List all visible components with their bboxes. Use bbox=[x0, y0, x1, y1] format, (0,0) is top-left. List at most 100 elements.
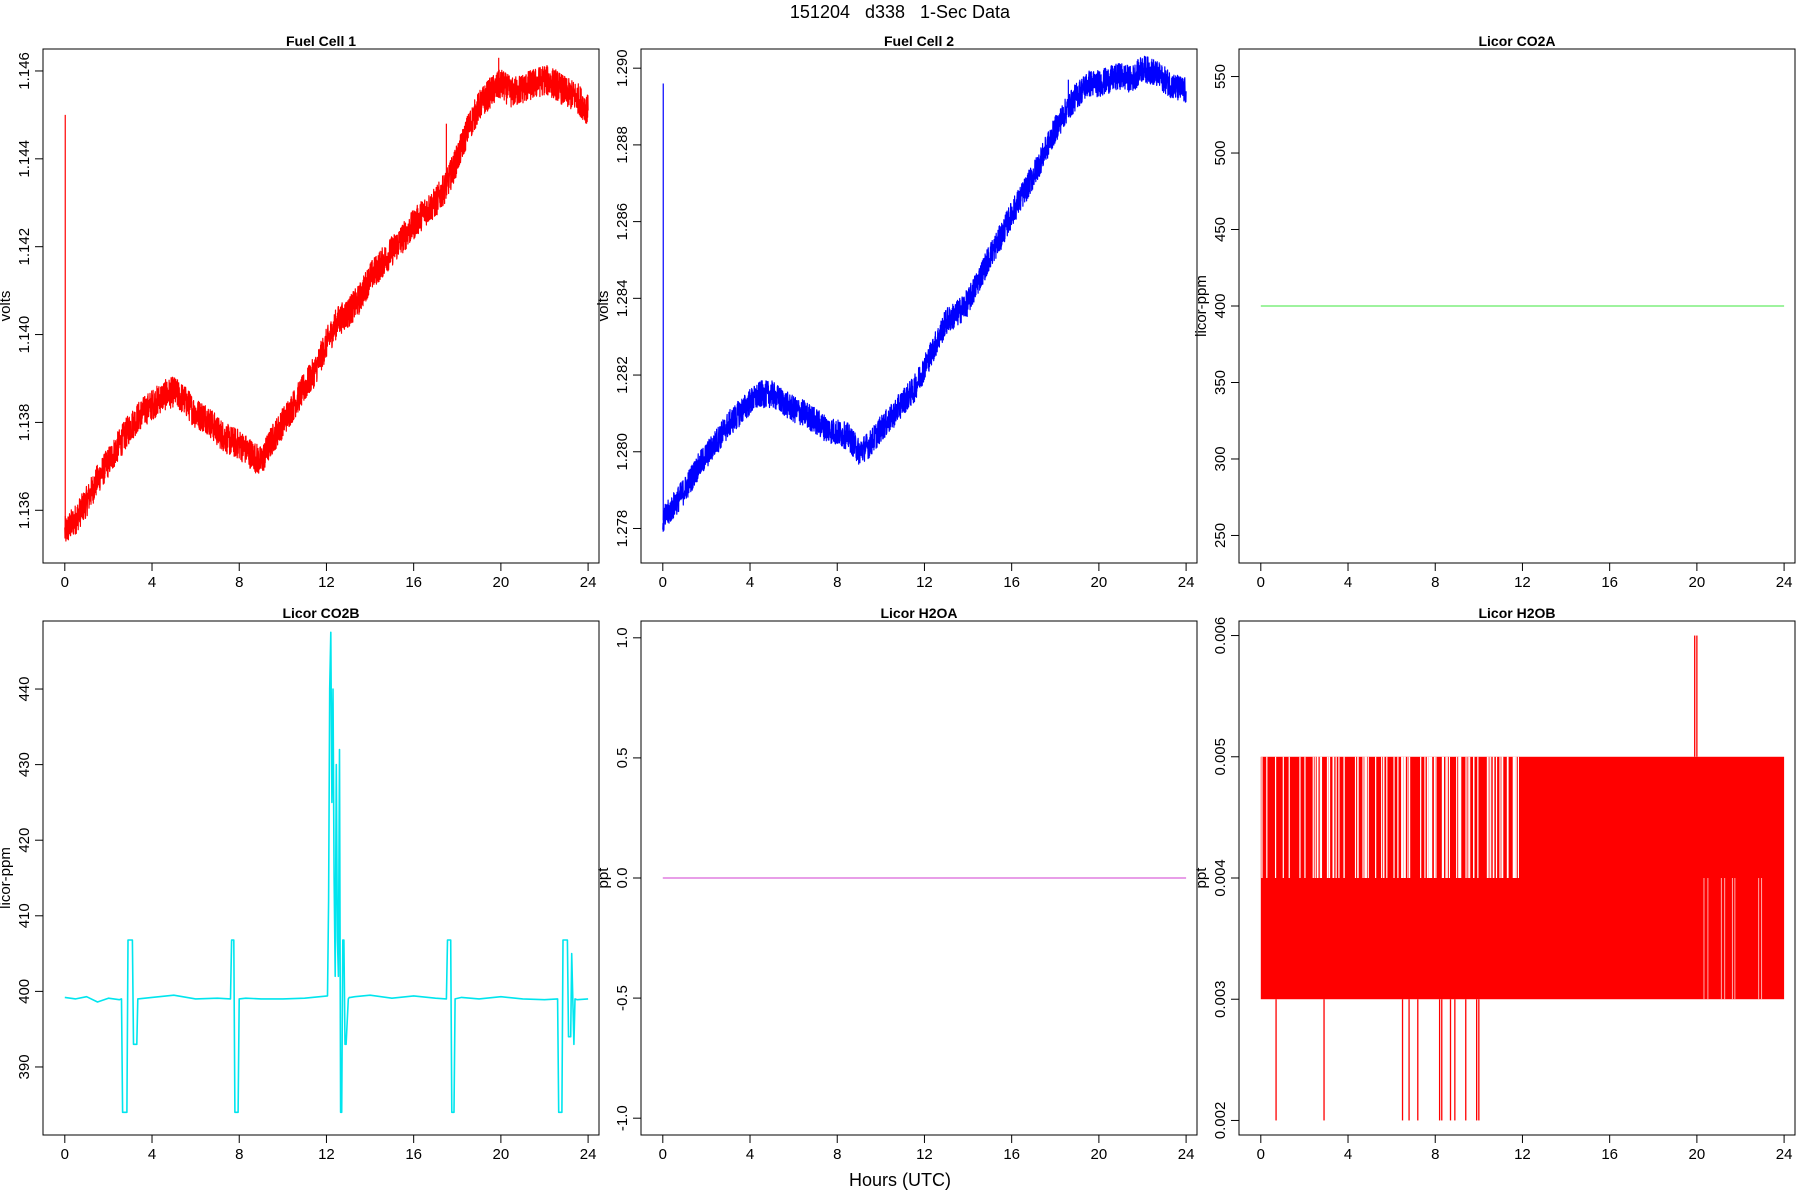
panel-title: Licor H2OA bbox=[880, 605, 957, 621]
x-tick-label: 0 bbox=[659, 574, 667, 591]
x-tick-label: 4 bbox=[1344, 574, 1352, 591]
x-tick-label: 20 bbox=[493, 1146, 510, 1163]
y-tick-label: 0.002 bbox=[1212, 1102, 1229, 1140]
y-tick-label: 1.284 bbox=[614, 280, 631, 318]
chart-panel-3: Licor CO2A 0 4 8 12 16 20 24 250 300 350 400 450 500 5… bbox=[1193, 33, 1796, 591]
x-tick-label: 8 bbox=[833, 574, 841, 591]
x-tick-label: 8 bbox=[1431, 1146, 1439, 1163]
x-tick-label: 12 bbox=[1514, 574, 1531, 591]
x-tick-label: 24 bbox=[1776, 574, 1793, 591]
y-tick-label: 550 bbox=[1212, 64, 1229, 89]
x-tick-label: 0 bbox=[61, 1146, 69, 1163]
x-tick-label: 16 bbox=[1601, 1146, 1618, 1163]
y-tick-label: 1.290 bbox=[614, 49, 631, 87]
y-tick-label: 0.0 bbox=[614, 868, 631, 889]
y-tick-label: 1.288 bbox=[614, 126, 631, 164]
y-tick-label: 350 bbox=[1212, 370, 1229, 395]
y-tick-label: 420 bbox=[16, 828, 33, 853]
x-tick-label: 4 bbox=[148, 574, 156, 591]
x-tick-label: 20 bbox=[1689, 1146, 1706, 1163]
data-band bbox=[1260, 756, 1785, 1000]
y-tick-label: -1.0 bbox=[614, 1105, 631, 1131]
y-tick-label: -0.5 bbox=[614, 985, 631, 1011]
x-tick-label: 16 bbox=[405, 574, 422, 591]
data-layer bbox=[64, 57, 589, 542]
y-tick-label: 390 bbox=[16, 1054, 33, 1079]
x-tick-label: 0 bbox=[1257, 574, 1265, 591]
y-axis-label: ppt bbox=[595, 867, 612, 889]
x-tick-label: 12 bbox=[916, 574, 933, 591]
series-line bbox=[64, 65, 589, 542]
figure-title: 151204 d338 1-Sec Data bbox=[789, 2, 1011, 22]
x-tick-label: 12 bbox=[1514, 1146, 1531, 1163]
y-tick-label: 1.0 bbox=[614, 627, 631, 648]
y-tick-label: 400 bbox=[1212, 293, 1229, 318]
chart-panel-5: Licor H2OA 0 4 8 12 16 20 24 -1.0 -0.5 0.0 0.5 1.0 pp… bbox=[595, 605, 1198, 1163]
y-axis-label: ppt bbox=[1193, 867, 1210, 889]
x-tick-label: 8 bbox=[235, 574, 243, 591]
y-tick-label: 1.138 bbox=[16, 404, 33, 442]
x-tick-label: 24 bbox=[1178, 1146, 1195, 1163]
chart-panel-4: Licor CO2B 0 4 8 12 16 20 24 390 400 410 420 430 440 l… bbox=[0, 605, 600, 1163]
chart-panel-2: Fuel Cell 2 0 4 8 12 16 20 24 1.278 1.280 1.282 1.2… bbox=[595, 33, 1198, 591]
y-tick-label: 440 bbox=[16, 677, 33, 702]
y-tick-label: 1.136 bbox=[16, 492, 33, 530]
y-axis-label: volts bbox=[0, 291, 14, 322]
x-tick-label: 16 bbox=[1003, 1146, 1020, 1163]
y-tick-label: 1.278 bbox=[614, 510, 631, 548]
y-tick-label: 1.280 bbox=[614, 433, 631, 471]
panel-title: Fuel Cell 1 bbox=[286, 33, 356, 49]
plot-frame bbox=[640, 48, 1198, 564]
x-tick-label: 0 bbox=[659, 1146, 667, 1163]
y-axis-label: licor-ppm bbox=[1193, 275, 1210, 337]
y-tick-label: 1.140 bbox=[16, 316, 33, 354]
y-tick-label: 500 bbox=[1212, 141, 1229, 166]
y-tick-label: 1.146 bbox=[16, 52, 33, 90]
y-tick-label: 1.142 bbox=[16, 228, 33, 266]
x-tick-label: 4 bbox=[1344, 1146, 1352, 1163]
x-tick-label: 20 bbox=[1091, 574, 1108, 591]
x-tick-label: 8 bbox=[833, 1146, 841, 1163]
x-tick-label: 24 bbox=[1178, 574, 1195, 591]
series-line bbox=[662, 55, 1187, 532]
x-tick-label: 8 bbox=[1431, 574, 1439, 591]
x-tick-label: 16 bbox=[1601, 574, 1618, 591]
y-axis-label: licor-ppm bbox=[0, 847, 14, 909]
chart-panel-6: Licor H2OB 0 4 8 12 16 20 24 0.002 0.003 0.004 0.00… bbox=[1193, 605, 1796, 1163]
plot-frame bbox=[42, 48, 600, 564]
data-layer bbox=[1260, 635, 1785, 1121]
x-tick-label: 24 bbox=[580, 1146, 597, 1163]
x-tick-label: 24 bbox=[1776, 1146, 1793, 1163]
x-tick-label: 0 bbox=[61, 574, 69, 591]
y-tick-label: 0.005 bbox=[1212, 738, 1229, 776]
x-tick-label: 12 bbox=[318, 1146, 335, 1163]
x-tick-label: 0 bbox=[1257, 1146, 1265, 1163]
x-tick-label: 8 bbox=[235, 1146, 243, 1163]
x-tick-label: 20 bbox=[1689, 574, 1706, 591]
panel-title: Licor CO2A bbox=[1478, 33, 1555, 49]
x-tick-label: 4 bbox=[148, 1146, 156, 1163]
y-tick-label: 1.286 bbox=[614, 203, 631, 241]
y-tick-label: 400 bbox=[16, 979, 33, 1004]
x-tick-label: 4 bbox=[746, 574, 754, 591]
x-tick-label: 24 bbox=[580, 574, 597, 591]
y-tick-label: 0.5 bbox=[614, 747, 631, 768]
plot-frame bbox=[42, 620, 600, 1136]
panel-title: Licor H2OB bbox=[1478, 605, 1555, 621]
y-tick-label: 430 bbox=[16, 752, 33, 777]
x-axis-title: Hours (UTC) bbox=[849, 1170, 951, 1190]
y-tick-label: 250 bbox=[1212, 523, 1229, 548]
series-line bbox=[64, 631, 589, 1114]
x-tick-label: 16 bbox=[1003, 574, 1020, 591]
y-axis-label: volts bbox=[595, 291, 612, 322]
x-tick-label: 12 bbox=[318, 574, 335, 591]
y-tick-label: 300 bbox=[1212, 446, 1229, 471]
panel-title: Fuel Cell 2 bbox=[884, 33, 954, 49]
x-tick-label: 12 bbox=[916, 1146, 933, 1163]
y-tick-label: 0.004 bbox=[1212, 859, 1229, 897]
y-tick-label: 1.144 bbox=[16, 140, 33, 178]
data-layer bbox=[662, 55, 1187, 532]
chart-panel-1: Fuel Cell 1 0 4 8 12 16 20 24 1.136 1.138 1.140 1.1… bbox=[0, 33, 600, 591]
y-tick-label: 410 bbox=[16, 903, 33, 928]
